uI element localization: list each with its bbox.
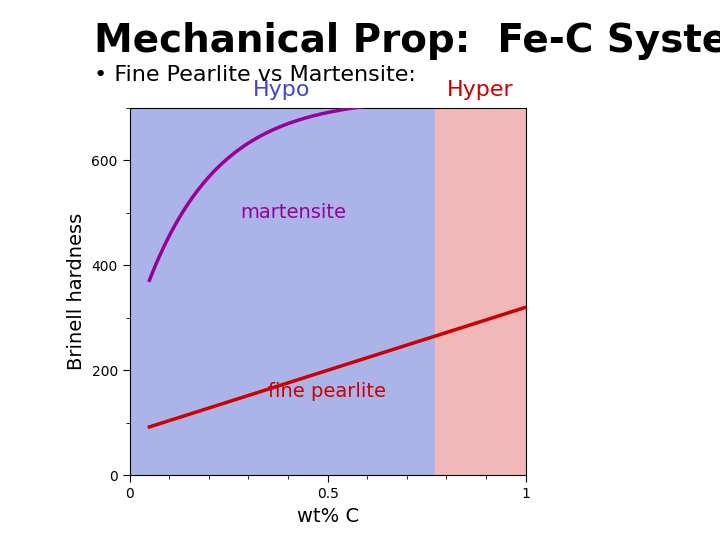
Bar bbox=[435, 108, 526, 475]
Text: fine pearlite: fine pearlite bbox=[268, 382, 386, 401]
X-axis label: wt% C: wt% C bbox=[297, 507, 359, 525]
Y-axis label: Brinell hardness: Brinell hardness bbox=[67, 213, 86, 370]
Text: martensite: martensite bbox=[240, 203, 346, 222]
Text: Hyper: Hyper bbox=[446, 80, 513, 100]
Text: • Fine Pearlite vs Martensite:: • Fine Pearlite vs Martensite: bbox=[94, 65, 415, 85]
Text: Mechanical Prop:  Fe-C System (3): Mechanical Prop: Fe-C System (3) bbox=[94, 22, 720, 59]
Bar bbox=[130, 108, 435, 475]
Text: Hypo: Hypo bbox=[253, 80, 311, 100]
